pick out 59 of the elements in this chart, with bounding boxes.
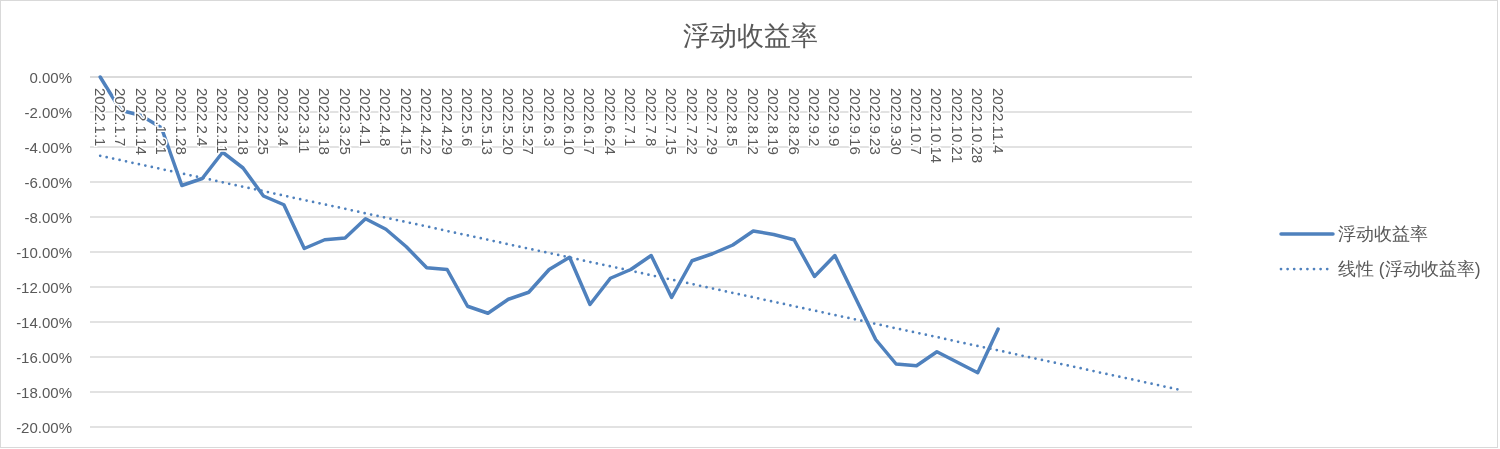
x-tick-label: 2022.3.4 (275, 88, 293, 147)
x-tick-label: 2022.1.28 (173, 88, 191, 155)
y-tick-label: -2.00% (24, 103, 72, 121)
x-tick-label: 2022.1.21 (152, 88, 170, 155)
x-tick-label: 2022.5.13 (479, 88, 497, 155)
x-tick-label: 2022.3.18 (316, 88, 334, 155)
x-tick-label: 2022.9.30 (887, 88, 905, 155)
x-tick-label: 2022.8.19 (765, 88, 783, 155)
x-tick-label: 2022.2.25 (254, 88, 272, 155)
y-tick-label: -14.00% (16, 313, 72, 331)
x-tick-label: 2022.5.6 (459, 88, 477, 147)
x-tick-label: 2022.4.29 (438, 88, 456, 155)
y-tick-label: -20.00% (16, 418, 72, 436)
x-tick-label: 2022.5.20 (499, 88, 517, 155)
x-tick-label: 2022.7.29 (703, 88, 721, 155)
legend-label: 线性 (浮动收益率) (1338, 259, 1481, 279)
x-tick-label: 2022.9.23 (867, 88, 885, 155)
y-tick-label: -6.00% (24, 173, 72, 191)
y-tick-label: -10.00% (16, 243, 72, 261)
x-tick-label: 2022.4.1 (357, 88, 374, 147)
x-tick-label: 2022.3.11 (295, 88, 313, 154)
x-tick-label: 2022.1.7 (112, 88, 130, 147)
x-tick-label: 2022.6.10 (561, 88, 579, 155)
x-tick-label: 2022.7.8 (642, 88, 660, 147)
x-tick-label: 2022.7.22 (683, 88, 701, 155)
x-tick-label: 2022.2.11 (214, 88, 232, 154)
x-tick-label: 2022.8.5 (724, 88, 742, 147)
x-tick-label: 2022.8.26 (785, 88, 803, 155)
x-tick-label: 2022.9.16 (846, 88, 864, 155)
x-tick-label: 2022.4.8 (377, 88, 395, 147)
x-tick-label: 2022.6.17 (581, 88, 599, 155)
x-tick-label: 2022.2.4 (193, 88, 211, 147)
y-tick-label: -12.00% (16, 278, 72, 296)
x-tick-label: 2022.10.14 (928, 88, 946, 164)
x-tick-label: 2022.11.4 (989, 88, 1007, 154)
x-tick-label: 2022.9.2 (805, 88, 823, 147)
chart-title: 浮动收益率 (682, 21, 818, 51)
x-tick-label: 2022.3.25 (336, 88, 354, 155)
x-tick-label: 2022.1.14 (132, 88, 150, 155)
x-tick-label: 2022.10.21 (948, 88, 966, 164)
x-tick-label: 2022.2.18 (234, 88, 252, 155)
x-tick-label: 2022.6.24 (601, 88, 619, 155)
x-tick-label: 2022.7.15 (663, 88, 681, 155)
x-tick-label: 2022.6.3 (540, 88, 558, 147)
y-tick-label: 0.00% (29, 68, 72, 86)
x-tick-label: 2022.7.1 (622, 88, 640, 147)
y-tick-label: -8.00% (24, 208, 72, 226)
x-tick-label: 2022.4.15 (397, 88, 415, 155)
x-tick-label: 2022.10.28 (969, 88, 987, 164)
y-tick-label: -18.00% (16, 383, 72, 401)
x-tick-label: 2022.1.1 (91, 88, 109, 147)
y-tick-label: -16.00% (16, 348, 72, 366)
x-tick-label: 2022.9.9 (826, 88, 844, 147)
x-tick-label: 2022.4.22 (418, 88, 436, 155)
y-tick-label: -4.00% (24, 138, 72, 156)
x-tick-label: 2022.5.27 (520, 88, 538, 155)
x-tick-label: 2022.10.7 (908, 88, 925, 155)
legend-label: 浮动收益率 (1338, 224, 1428, 244)
x-tick-label: 2022.8.12 (744, 88, 762, 155)
